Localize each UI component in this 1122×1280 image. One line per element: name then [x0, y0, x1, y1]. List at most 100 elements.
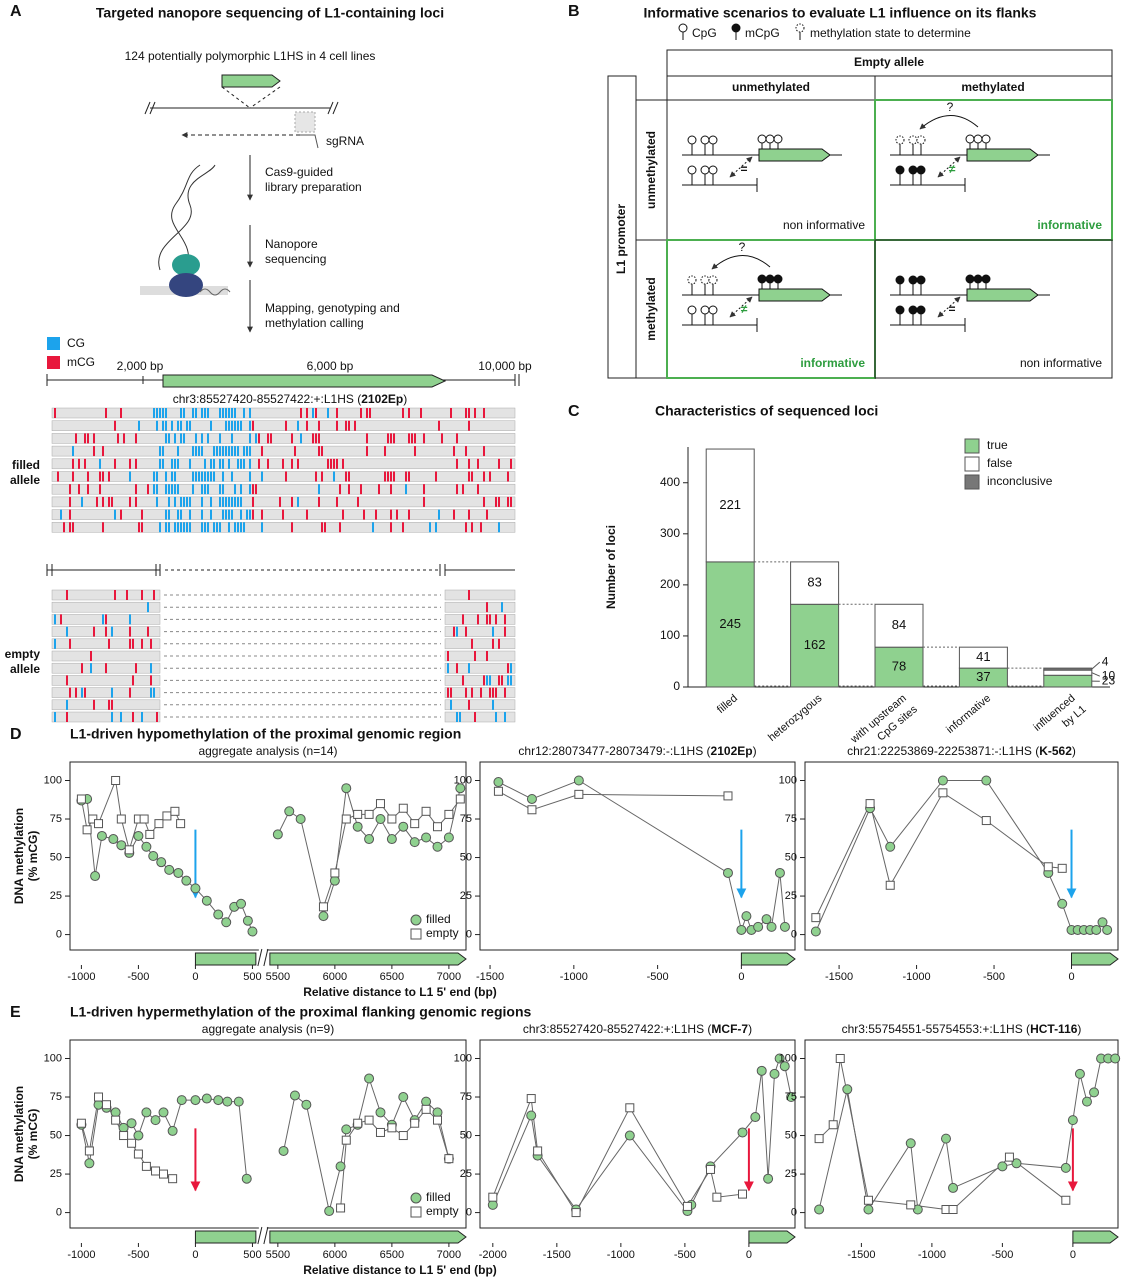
step-label: Nanopore	[265, 237, 318, 251]
cpg-stripe	[243, 408, 245, 418]
legend-swatch	[964, 438, 980, 454]
cpg-stripe	[102, 446, 104, 457]
cpg-stripe	[282, 458, 284, 469]
read	[444, 626, 516, 637]
point-square	[574, 789, 584, 799]
data-label: 78	[892, 659, 906, 674]
cpg-stripe	[219, 446, 221, 457]
cpg-stripe	[228, 496, 230, 507]
comparison	[937, 156, 961, 178]
point-square	[145, 829, 155, 839]
cpg-stripe	[411, 433, 413, 444]
y-tick-label: 0	[466, 1206, 472, 1218]
cpg-stripe	[216, 522, 218, 533]
cpg-stripe	[180, 509, 182, 520]
point-circle	[409, 837, 420, 848]
cpg-stripe	[183, 408, 185, 418]
cpg-stripe	[207, 471, 209, 482]
cpg-stripe	[462, 614, 464, 625]
cpg-stripe	[390, 509, 392, 520]
cpg-stripe	[366, 433, 368, 444]
cpg-stripe	[489, 471, 491, 482]
cpg-stripe	[135, 458, 137, 469]
cpg-stripe	[363, 509, 365, 520]
read	[51, 687, 161, 698]
chart-title-part: )	[748, 1022, 752, 1036]
lollipop-head	[908, 135, 918, 145]
cpg-stripe	[174, 471, 176, 482]
point-circle	[761, 914, 772, 925]
point-square	[1043, 862, 1053, 872]
bar-segment	[874, 646, 924, 688]
y-axis-label: DNA methylation	[12, 1086, 26, 1182]
point-square	[318, 902, 328, 912]
cpg-stripe	[453, 446, 455, 457]
legend-label: filled	[426, 1190, 451, 1204]
lollipop-head	[973, 134, 983, 144]
question-mark: ?	[739, 240, 746, 254]
intro-text: 124 potentially polymorphic L1HS in 4 ce…	[125, 49, 376, 63]
point-square	[387, 814, 397, 824]
point-circle	[301, 1099, 312, 1110]
column-header: Empty allele	[854, 55, 924, 69]
row-label: methylated	[644, 277, 658, 340]
cpg-stripe	[222, 484, 224, 495]
chart-title-part: 2102Ep	[711, 744, 753, 758]
read	[444, 601, 516, 613]
point-circle	[421, 832, 432, 843]
point-square	[398, 803, 408, 813]
point-circle	[201, 1093, 212, 1104]
read	[51, 675, 161, 686]
cpg-stripe	[129, 638, 131, 649]
point-square	[814, 1134, 824, 1144]
point-circle	[341, 1124, 352, 1135]
cpg-stripe	[501, 675, 503, 686]
cpg-stripe	[69, 496, 71, 507]
bar-segment	[790, 603, 840, 688]
x-tick-label: -1000	[902, 971, 930, 983]
x-axis-label: Relative distance to L1 5' end (bp)	[303, 985, 497, 999]
point-square	[375, 799, 385, 809]
legend-label: filled	[426, 912, 451, 926]
x-tick-label: 0	[192, 971, 198, 983]
cpg-stripe	[471, 638, 473, 649]
point-circle	[295, 814, 306, 825]
cpg-stripe	[180, 496, 182, 507]
cpg-stripe	[201, 509, 203, 520]
read	[51, 433, 516, 444]
legend-swatch	[964, 456, 980, 472]
x-tick-label: 0	[1070, 1249, 1076, 1261]
cpg-stripe	[189, 522, 191, 533]
point-circle	[885, 841, 896, 852]
cpg-stripe	[195, 471, 197, 482]
point-square	[82, 825, 92, 835]
point-square	[682, 1201, 692, 1211]
point-circle	[750, 1112, 761, 1123]
cpg-stripe	[447, 651, 449, 661]
cpg-stripe	[105, 663, 107, 674]
cpg-stripe	[102, 614, 104, 625]
column-label: unmethylated	[732, 80, 810, 94]
point-circle	[1074, 1068, 1085, 1079]
chart-title-part: aggregate analysis (n=9)	[202, 1022, 334, 1036]
point-circle	[158, 1107, 169, 1118]
chart-title: chr12:28073477-28073479:-:L1HS (2102Ep)	[518, 744, 756, 758]
cpg-stripe	[492, 626, 494, 637]
x-tick-label: -1000	[67, 1249, 95, 1261]
cpg-stripe	[168, 496, 170, 507]
cpg-stripe	[141, 638, 143, 649]
point-circle	[863, 1204, 874, 1215]
cpg-stripe	[204, 408, 206, 418]
chart-title-part: chr12:28073477-28073479:-:L1HS (	[518, 744, 710, 758]
cpg-stripe	[243, 446, 245, 457]
x-tick-label: 5500	[266, 1249, 290, 1261]
label-leader	[1091, 672, 1100, 677]
cpg-stripe	[213, 446, 215, 457]
point-square	[712, 1192, 722, 1202]
x-tick-label: -2000	[479, 1249, 507, 1261]
axis-break	[258, 1226, 267, 1246]
cpg-stripe	[408, 471, 410, 482]
point-square	[906, 1200, 916, 1210]
cpg-stripe	[207, 408, 209, 418]
point-circle	[324, 1206, 335, 1217]
